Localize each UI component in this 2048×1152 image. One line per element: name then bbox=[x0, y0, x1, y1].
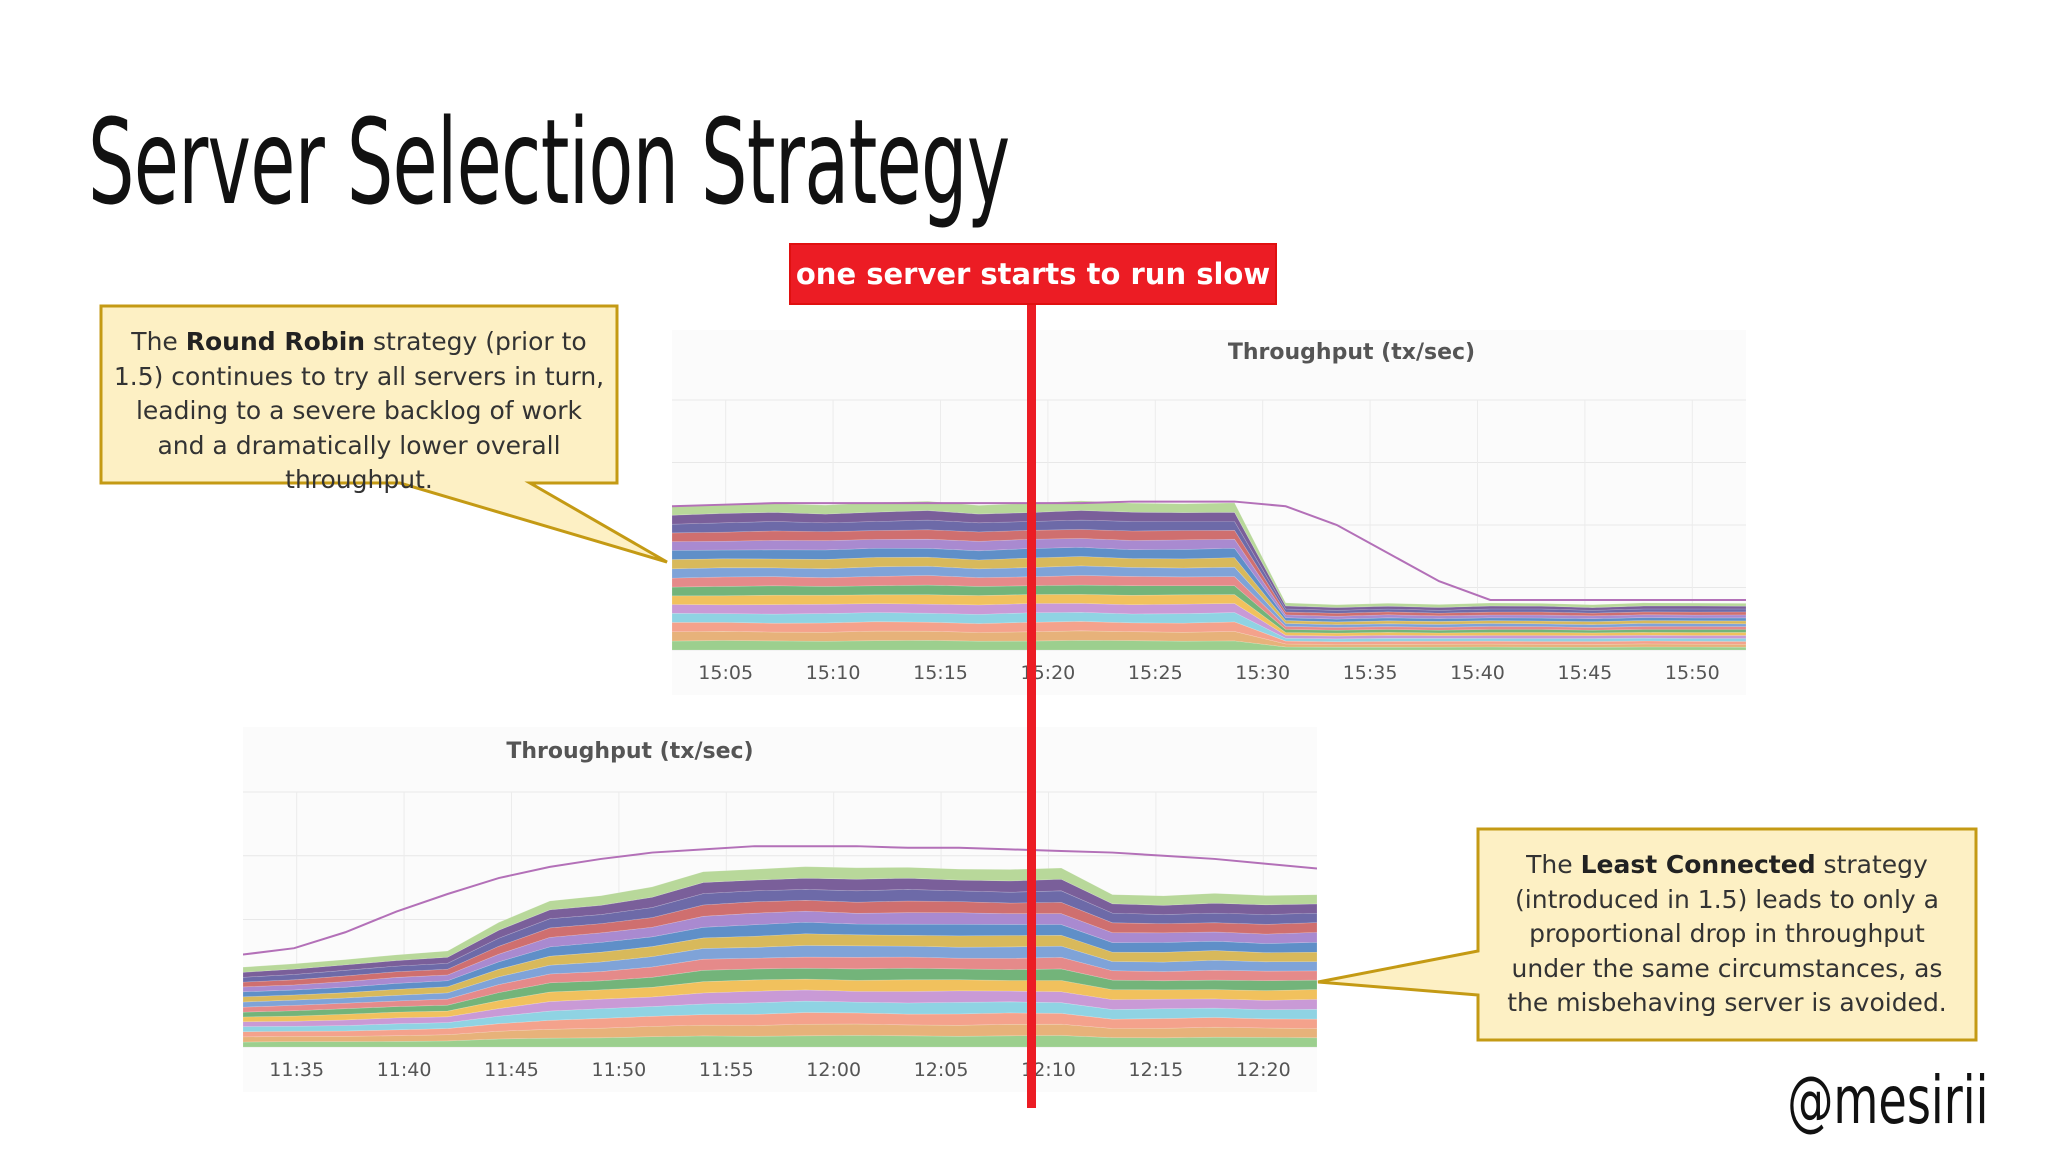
trend-line bbox=[243, 845, 1317, 956]
x-tick-label: 11:40 bbox=[376, 1059, 432, 1081]
least-connected-throughput-chart: Throughput (tx/sec) 11:35 11:40 11:45 11:50… bbox=[243, 727, 1317, 1092]
chart-title: Throughput (tx/sec) bbox=[506, 739, 754, 764]
round-robin-callout-bubble bbox=[99, 304, 668, 564]
stack-series-band bbox=[672, 603, 1746, 640]
round-robin-callout: The Round Robin strategy (prior to 1.5) … bbox=[113, 325, 605, 498]
least-connected-text-before: The bbox=[1526, 850, 1581, 879]
slow-server-marker-line bbox=[1027, 305, 1036, 1108]
stack-series-band bbox=[243, 945, 1317, 1008]
x-tick-label: 12:15 bbox=[1128, 1059, 1184, 1081]
stack-series-band bbox=[243, 1012, 1317, 1038]
x-tick-label: 11:45 bbox=[484, 1059, 539, 1081]
twitter-handle: @mesirii bbox=[1786, 1062, 1988, 1139]
stack-series-band bbox=[243, 910, 1317, 993]
stack-series-band bbox=[243, 1035, 1317, 1048]
stack-series-band bbox=[672, 630, 1746, 648]
round-robin-text-before: The bbox=[131, 327, 186, 356]
round-robin-chart-plot bbox=[672, 399, 1746, 651]
x-tick-label: 11:50 bbox=[591, 1059, 647, 1081]
least-connected-callout: The Least Connected strategy (introduced… bbox=[1490, 848, 1964, 1021]
slow-server-banner: one server starts to run slow bbox=[789, 243, 1277, 305]
x-tick-label: 15:30 bbox=[1235, 662, 1291, 684]
x-tick-label: 15:15 bbox=[913, 662, 968, 684]
least-connected-chart-plot bbox=[243, 791, 1317, 1048]
x-tick-label: 15:35 bbox=[1342, 662, 1398, 684]
stack-series-band bbox=[672, 594, 1746, 637]
x-tick-label: 11:55 bbox=[698, 1059, 754, 1081]
stack-series-band bbox=[672, 529, 1746, 617]
x-tick-label: 15:10 bbox=[805, 662, 861, 684]
round-robin-text-after: strategy (prior to 1.5) continues to try… bbox=[113, 327, 605, 494]
x-tick-label: 15:25 bbox=[1127, 662, 1183, 684]
stack-series-band bbox=[243, 866, 1317, 973]
x-tick-label: 11:35 bbox=[269, 1059, 325, 1081]
x-tick-label: 12:05 bbox=[913, 1059, 969, 1081]
x-tick-label: 15:40 bbox=[1450, 662, 1505, 684]
stack-series-band bbox=[243, 1023, 1317, 1043]
trend-line bbox=[672, 500, 1746, 601]
round-robin-throughput-chart: Throughput (tx/sec) 15:05 15:10 15:15 15:20… bbox=[672, 330, 1746, 695]
stack-series-band bbox=[243, 877, 1317, 978]
x-tick-label: 15:50 bbox=[1664, 662, 1720, 684]
stack-series-band bbox=[243, 889, 1317, 983]
chart-title: Throughput (tx/sec) bbox=[1227, 340, 1476, 365]
x-tick-label: 12:00 bbox=[806, 1059, 862, 1081]
least-connected-callout-bubble bbox=[1317, 827, 1978, 1042]
stack-series-band bbox=[243, 978, 1317, 1023]
round-robin-text-bold: Round Robin bbox=[185, 327, 366, 356]
least-connected-text-after: strategy (introduced in 1.5) leads to on… bbox=[1507, 850, 1947, 1017]
slide-title: Server Selection Strategy bbox=[88, 93, 1010, 231]
x-tick-label: 15:05 bbox=[698, 662, 754, 684]
stack-series-band bbox=[672, 584, 1746, 634]
least-connected-text-bold: Least Connected bbox=[1580, 850, 1816, 879]
x-tick-label: 15:45 bbox=[1557, 662, 1613, 684]
x-tick-label: 12:20 bbox=[1235, 1059, 1291, 1081]
stack-series-band bbox=[243, 921, 1317, 998]
